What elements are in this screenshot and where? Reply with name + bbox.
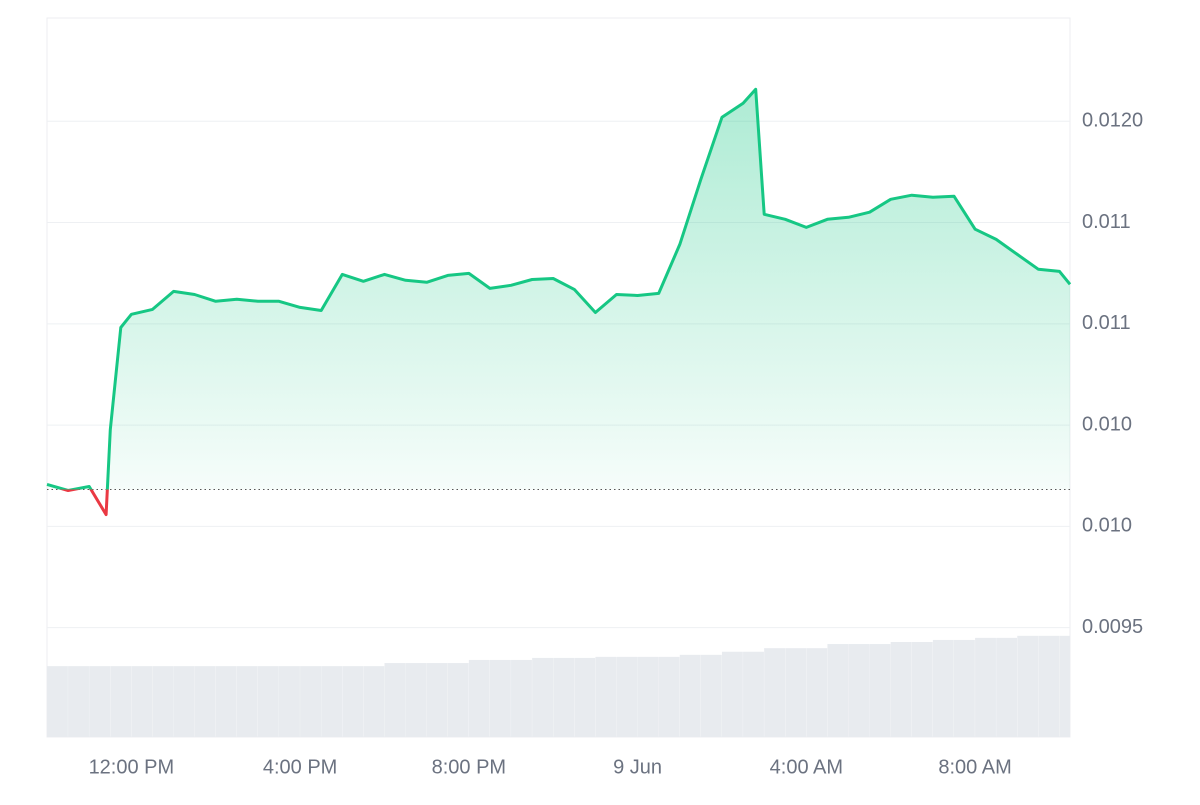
x-tick-label: 9 Jun xyxy=(613,756,662,778)
volume-bar xyxy=(447,663,469,737)
volume-bar xyxy=(1038,635,1060,737)
volume-bar xyxy=(890,641,912,737)
volume-bar xyxy=(616,656,638,737)
volume-bar xyxy=(257,666,279,737)
volume-bar xyxy=(932,639,954,737)
price-line-up xyxy=(46,87,1072,490)
x-tick-label: 4:00 PM xyxy=(263,756,337,778)
volume-bar xyxy=(700,654,722,737)
volume-bar xyxy=(785,648,807,737)
volume-bar xyxy=(996,637,1018,737)
y-tick-label: 0.011 xyxy=(1082,312,1131,334)
volume-bar xyxy=(300,666,321,737)
volume-bar xyxy=(215,666,237,737)
volume-bar xyxy=(110,666,132,737)
volume-bar xyxy=(532,657,554,737)
volume-bar xyxy=(279,666,300,737)
volume-bar xyxy=(194,666,216,737)
y-tick-label: 0.0095 xyxy=(1082,616,1143,638)
volume-bar xyxy=(658,656,680,737)
x-tick-label: 12:00 PM xyxy=(89,756,175,778)
volume-bar xyxy=(806,648,828,737)
volume-bar xyxy=(68,666,89,737)
y-tick-label: 0.010 xyxy=(1082,515,1132,537)
volume-bar xyxy=(637,656,659,737)
volume-bar xyxy=(975,637,996,737)
volume-bar xyxy=(721,651,743,737)
volume-bar xyxy=(384,663,406,737)
volume-bar xyxy=(827,644,849,737)
volume-bar xyxy=(953,639,975,737)
volume-bar xyxy=(911,641,933,737)
y-tick-label: 0.0120 xyxy=(1082,110,1143,132)
x-tick-label: 8:00 PM xyxy=(432,756,506,778)
volume-bar xyxy=(173,666,195,737)
volume-bar xyxy=(511,659,532,737)
volume-bar xyxy=(553,657,575,737)
volume-bar xyxy=(574,657,596,737)
volume-bar xyxy=(679,654,701,737)
volume-bar xyxy=(869,644,891,737)
volume-bar xyxy=(468,659,490,737)
y-tick-label: 0.011 xyxy=(1082,211,1131,233)
volume-bar xyxy=(743,651,764,737)
volume-bar xyxy=(405,663,427,737)
x-tick-label: 4:00 AM xyxy=(770,756,843,778)
volume-bar xyxy=(764,648,786,737)
volume-bar xyxy=(131,666,153,737)
volume-bar xyxy=(426,663,448,737)
volume-bar xyxy=(342,666,364,737)
volume-bar xyxy=(321,666,343,737)
price-area xyxy=(47,89,1070,490)
volume-bar xyxy=(363,666,385,737)
volume-bar xyxy=(848,644,870,737)
volume-bar xyxy=(489,659,511,737)
volume-bar xyxy=(1017,635,1039,737)
volume-bar xyxy=(236,666,258,737)
x-tick-label: 8:00 AM xyxy=(938,756,1011,778)
volume-bar xyxy=(1059,635,1070,737)
volume-bar xyxy=(89,666,111,737)
volume-bar xyxy=(595,656,617,737)
volume-bar xyxy=(152,666,174,737)
y-tick-label: 0.010 xyxy=(1082,413,1132,435)
volume-bar xyxy=(47,666,68,737)
